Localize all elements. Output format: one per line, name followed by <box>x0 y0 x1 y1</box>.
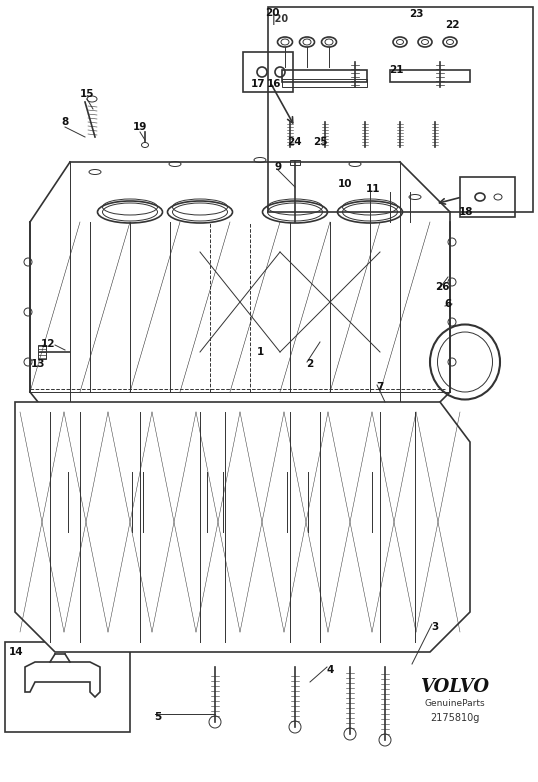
Text: 8: 8 <box>61 117 69 127</box>
Text: 13: 13 <box>31 359 45 369</box>
Text: 23: 23 <box>409 9 423 19</box>
Text: 19: 19 <box>133 122 147 132</box>
Bar <box>282 79 367 87</box>
Text: 3: 3 <box>431 622 438 632</box>
Text: 6: 6 <box>444 299 451 309</box>
Text: 16: 16 <box>267 79 281 89</box>
Text: 11: 11 <box>366 184 380 194</box>
Text: |20: |20 <box>272 14 289 25</box>
Bar <box>5 642 130 732</box>
Text: 2175810g: 2175810g <box>430 713 480 723</box>
Text: 20: 20 <box>265 8 279 18</box>
Text: 10: 10 <box>338 179 352 189</box>
Text: 25: 25 <box>313 137 327 147</box>
Text: 21: 21 <box>389 65 404 75</box>
Bar <box>282 70 367 82</box>
Text: GenuineParts: GenuineParts <box>424 700 485 708</box>
Bar <box>243 52 293 92</box>
Text: 22: 22 <box>445 20 459 30</box>
Text: 2: 2 <box>306 359 314 369</box>
Text: VOLVO: VOLVO <box>421 678 490 696</box>
Bar <box>390 70 470 82</box>
Text: 24: 24 <box>287 137 301 147</box>
Text: 1: 1 <box>257 347 264 357</box>
Text: 26: 26 <box>435 282 449 292</box>
Text: 7: 7 <box>376 382 384 392</box>
Text: 14: 14 <box>9 647 23 657</box>
Text: 12: 12 <box>41 339 55 349</box>
Bar <box>38 345 46 359</box>
Bar <box>460 177 515 217</box>
Bar <box>290 160 300 165</box>
Polygon shape <box>15 402 470 652</box>
Bar <box>268 7 533 212</box>
Text: 4: 4 <box>327 665 334 675</box>
Text: 5: 5 <box>154 712 161 722</box>
Text: 9: 9 <box>274 162 281 172</box>
Text: 17: 17 <box>251 79 265 89</box>
Text: 18: 18 <box>459 207 473 217</box>
Text: 15: 15 <box>80 89 94 99</box>
